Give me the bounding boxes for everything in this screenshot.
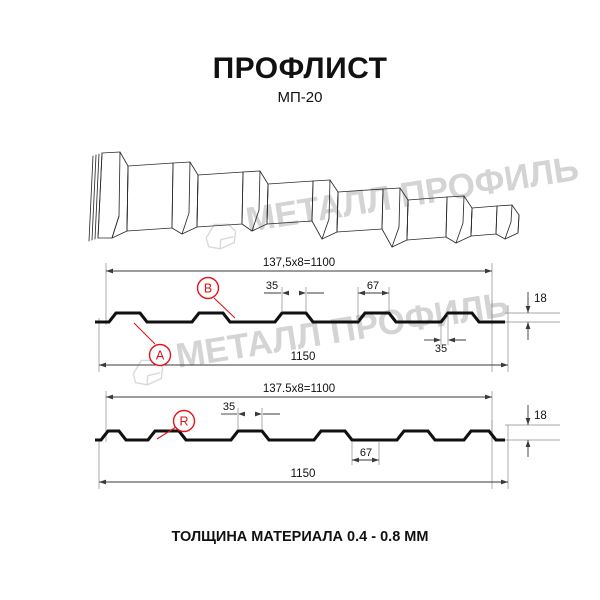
dimension-rib-base-35-lower: 35	[424, 314, 466, 355]
dimension-label-overall-top: 137.5x8=1100	[263, 383, 335, 395]
dimension-label-35: 35	[223, 401, 235, 413]
dimension-label-overall-bottom: 1150	[291, 468, 316, 480]
dimension-label-height-18: 18	[534, 410, 547, 422]
dimension-height-18: 18	[525, 292, 547, 340]
marker-r-label: R	[179, 415, 188, 429]
marker-r: R	[156, 409, 196, 440]
dimension-overall-bottom: 1150	[99, 468, 508, 485]
profile-section-top	[95, 311, 505, 324]
dimension-label-height-18: 18	[534, 293, 547, 305]
dimension-label-35-lower: 35	[435, 343, 447, 355]
marker-a-label: A	[156, 349, 165, 363]
product-code: МП-20	[277, 89, 323, 106]
marker-a: A	[133, 322, 172, 367]
extension-lines	[98, 391, 560, 489]
dimension-height-18: 18	[525, 405, 547, 457]
watermark-section-top: МЕТАЛЛ ПРОФИЛЬ	[132, 285, 511, 386]
dimension-label-overall-top: 137,5x8=1100	[263, 257, 335, 269]
dimension-label-67: 67	[367, 280, 379, 292]
dimension-flat-67: 67	[357, 280, 390, 321]
material-thickness-note: ТОЛЩИНА МАТЕРИАЛА 0.4 - 0.8 ММ	[171, 529, 429, 545]
marker-b-label: B	[204, 282, 212, 296]
watermark-text: МЕТАЛЛ ПРОФИЛЬ	[173, 285, 511, 376]
dimension-rib-top-35-upper: 35	[264, 280, 324, 312]
dimension-rib-top-35: 35	[221, 401, 280, 430]
section-top-view: 137,5x8=1100 35	[95, 257, 560, 372]
dimension-flat-67: 67	[351, 441, 380, 465]
watermark-logo	[205, 223, 237, 250]
dimension-overall-bottom: 1150	[99, 351, 508, 368]
watermark-isometric: МЕТАЛЛ ПРОФИЛЬ	[205, 149, 581, 250]
section-bottom-view: 137.5x8=1100 35	[95, 383, 560, 489]
profile-section-bottom	[95, 429, 505, 442]
watermark-text: МЕТАЛЛ ПРОФИЛЬ	[243, 149, 581, 240]
marker-b: B	[196, 276, 236, 319]
isometric-view	[88, 151, 520, 248]
dimension-overall-top: 137.5x8=1100	[106, 383, 492, 400]
dimension-label-35-upper: 35	[266, 280, 278, 292]
dimension-label-overall-bottom: 1150	[291, 351, 316, 363]
page-title: ПРОФЛИСТ	[212, 52, 388, 85]
dimension-label-67: 67	[360, 447, 372, 459]
extension-lines	[98, 263, 560, 372]
dimension-overall-top: 137,5x8=1100	[106, 257, 492, 274]
watermark-logo	[132, 359, 164, 386]
